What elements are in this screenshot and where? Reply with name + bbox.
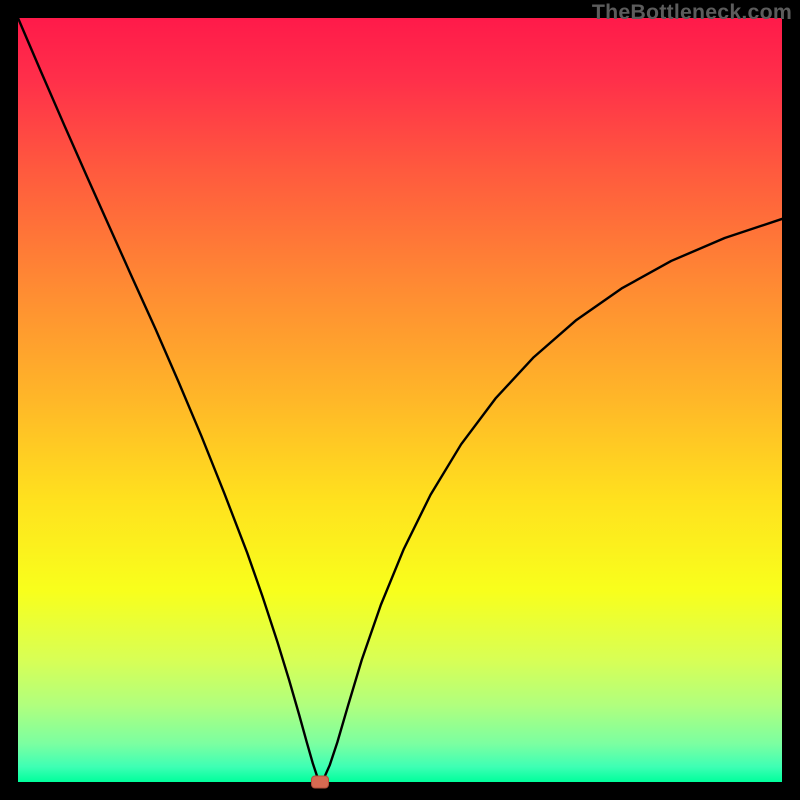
plot-background <box>18 18 782 782</box>
plot-svg <box>0 0 800 800</box>
watermark-text: TheBottleneck.com <box>592 0 792 25</box>
curve-minimum-marker <box>311 776 329 789</box>
chart-stage: TheBottleneck.com <box>0 0 800 800</box>
